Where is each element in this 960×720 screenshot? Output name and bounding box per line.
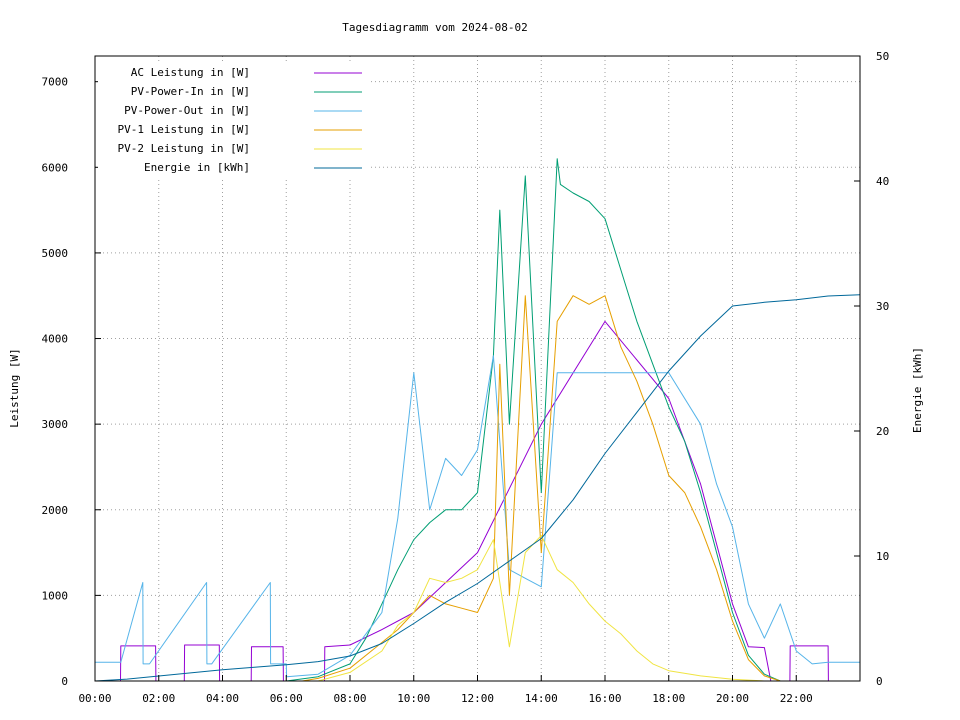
legend-label: PV-Power-In in [W]: [131, 85, 250, 98]
series-line-4: [95, 535, 860, 682]
y-tick-label: 6000: [42, 161, 69, 174]
y-axis-label: Leistung [W]: [8, 348, 21, 427]
y-tick-label: 7000: [42, 76, 69, 89]
x-tick-label: 14:00: [525, 692, 558, 705]
y-tick-label: 2000: [42, 504, 69, 517]
y-tick-label: 0: [61, 675, 68, 688]
series-line-2: [95, 355, 860, 678]
x-tick-label: 06:00: [270, 692, 303, 705]
series-line-3: [95, 295, 860, 682]
x-tick-label: 00:00: [78, 692, 111, 705]
series-layer: [94, 158, 861, 682]
series-line-5: [94, 294, 861, 682]
legend-box: [98, 61, 368, 179]
y2-tick-label: 0: [876, 675, 883, 688]
legend: AC Leistung in [W] PV-Power-In in [W] PV-P…: [118, 66, 362, 174]
legend-label: PV-2 Leistung in [W]: [118, 142, 250, 155]
y2-tick-label: 40: [876, 175, 889, 188]
x-tick-label: 18:00: [652, 692, 685, 705]
y-tick-label: 1000: [42, 589, 69, 602]
y-tick-label: 5000: [42, 247, 69, 260]
y-tick-labels: 0 1000 2000 3000 4000 5000 6000 7000: [42, 76, 101, 688]
x-tick-label: 10:00: [397, 692, 430, 705]
x-tick-label: 16:00: [588, 692, 621, 705]
legend-label: PV-1 Leistung in [W]: [118, 123, 250, 136]
x-tick-label: 04:00: [206, 692, 239, 705]
x-tick-label: 22:00: [780, 692, 813, 705]
series-line-0: [95, 320, 860, 682]
legend-label: PV-Power-Out in [W]: [124, 104, 250, 117]
x-tick-label: 12:00: [461, 692, 494, 705]
series-line-1: [95, 158, 860, 682]
y2-axis-label: Energie [kWh]: [911, 347, 924, 433]
x-tick-labels: 00:00 02:00 04:00 06:00 08:00 10:00 12:00 14:00…: [78, 675, 813, 705]
y2-tick-label: 30: [876, 300, 889, 313]
y2-tick-label: 10: [876, 550, 889, 563]
legend-label: Energie in [kWh]: [144, 161, 250, 174]
y2-tick-labels: 0 10 20 30 40 50: [854, 50, 889, 688]
x-tick-label: 20:00: [716, 692, 749, 705]
x-tick-label: 02:00: [142, 692, 175, 705]
chart-title: Tagesdiagramm vom 2024-08-02: [342, 21, 527, 34]
y2-tick-label: 20: [876, 425, 889, 438]
y-tick-label: 3000: [42, 418, 69, 431]
legend-label: AC Leistung in [W]: [131, 66, 250, 79]
y2-tick-label: 50: [876, 50, 889, 63]
x-tick-label: 08:00: [333, 692, 366, 705]
y-tick-label: 4000: [42, 333, 69, 346]
